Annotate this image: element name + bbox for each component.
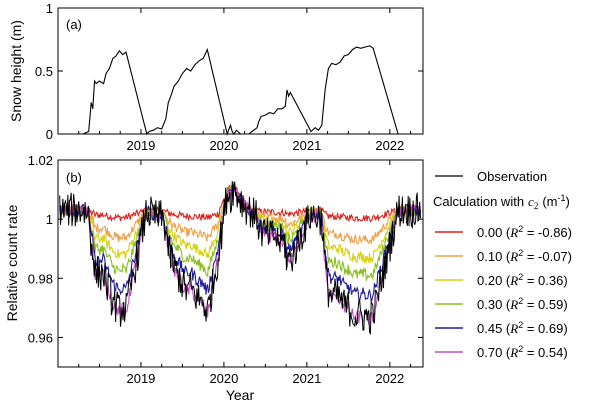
legend-r2-symbol: R: [509, 225, 518, 240]
legend-r2-sup: 2: [518, 296, 523, 306]
legend-heading: Calculation with c2 (m-1): [433, 193, 570, 211]
legend-label-observation: Observation: [477, 169, 547, 184]
panel-a-frame: [57, 7, 424, 135]
ytick-label: 0: [46, 127, 53, 142]
xtick-label: 2021: [292, 371, 321, 386]
legend-heading-unit-sup: -1: [558, 193, 566, 203]
xtick-label: 2020: [209, 371, 238, 386]
legend-r2-sup: 2: [518, 272, 523, 282]
ytick-label: 0.98: [28, 271, 53, 286]
legend-r2-value: = 0.36): [523, 273, 567, 288]
panel-a-yticks: 00.51: [35, 1, 423, 142]
legend-r2-sup: 2: [518, 320, 523, 330]
legend-heading-subscript: 2: [534, 201, 539, 211]
panel-a-snow-height: (a) Snow height (m) 00.51 2019 2020 2021 20…: [8, 1, 424, 153]
legend-label-0.00: 0.00 (R2 = -0.86): [477, 224, 572, 240]
legend-c2-value: 0.00 (: [477, 225, 511, 240]
legend: Observation Calculation with c2 (m-1) 0.00…: [433, 169, 572, 360]
legend-c2-value: 0.70 (: [477, 345, 511, 360]
panel-b-series: [59, 181, 422, 335]
panel-a-ylabel: Snow height (m): [8, 20, 24, 122]
panel-b-xlabel: Year: [226, 387, 255, 403]
legend-r2-value: = 0.69): [523, 321, 567, 336]
panel-a-label: (a): [66, 17, 82, 32]
legend-r2-value: = -0.07): [523, 249, 572, 264]
legend-r2-sup: 2: [518, 344, 523, 354]
panel-a-series: [58, 45, 415, 136]
xtick-label: 2021: [292, 138, 321, 153]
legend-entries: 0.00 (R2 = -0.86)0.10 (R2 = -0.07)0.20 (…: [435, 224, 572, 360]
panel-b-count-rate: (b) Relative count rate Year 0.96 0.98 1 1.…: [4, 153, 424, 403]
legend-heading-unit-close: ): [566, 194, 570, 209]
xtick-label: 2019: [126, 371, 155, 386]
ytick-label: 1: [46, 212, 53, 227]
legend-label-0.45: 0.45 (R2 = 0.69): [477, 320, 568, 336]
legend-r2-sup: 2: [518, 224, 523, 234]
legend-label-0.30: 0.30 (R2 = 0.59): [477, 296, 568, 312]
panel-a-xticks: 2019 2020 2021 2022: [78, 8, 412, 153]
legend-c2-value: 0.20 (: [477, 273, 511, 288]
legend-r2-symbol: R: [509, 273, 518, 288]
ytick-label: 1.02: [28, 153, 53, 168]
legend-r2-value: = 0.54): [523, 345, 567, 360]
legend-heading-unit: (m: [542, 194, 557, 209]
legend-c2-value: 0.30 (: [477, 297, 511, 312]
panel-b-label: (b): [66, 170, 82, 185]
legend-c2-value: 0.45 (: [477, 321, 511, 336]
legend-r2-value: = 0.59): [523, 297, 567, 312]
xtick-label: 2022: [375, 138, 404, 153]
legend-c2-value: 0.10 (: [477, 249, 511, 264]
legend-heading-text: Calculation with: [433, 194, 524, 209]
panel-b-frame: [57, 159, 424, 368]
ytick-label: 1: [46, 1, 53, 16]
snow-height-line: [58, 45, 415, 136]
panel-b-xticks: 2019 2020 2021 2022: [78, 160, 412, 386]
panel-b-yticks: 0.96 0.98 1 1.02: [28, 153, 423, 345]
xtick-label: 2019: [126, 138, 155, 153]
legend-label-0.10: 0.10 (R2 = -0.07): [477, 248, 572, 264]
legend-r2-symbol: R: [509, 249, 518, 264]
legend-r2-symbol: R: [509, 297, 518, 312]
legend-r2-sup: 2: [518, 248, 523, 258]
legend-r2-value: = -0.86): [523, 225, 572, 240]
legend-r2-symbol: R: [509, 345, 518, 360]
ytick-label: 0.5: [35, 64, 53, 79]
xtick-label: 2020: [209, 138, 238, 153]
observation-line: [59, 181, 421, 335]
legend-heading-symbol: c: [528, 194, 534, 209]
legend-label-0.70: 0.70 (R2 = 0.54): [477, 344, 568, 360]
xtick-label: 2022: [375, 371, 404, 386]
panel-b-ylabel: Relative count rate: [4, 204, 20, 321]
ytick-label: 0.96: [28, 330, 53, 345]
legend-label-0.20: 0.20 (R2 = 0.36): [477, 272, 568, 288]
legend-r2-symbol: R: [509, 321, 518, 336]
